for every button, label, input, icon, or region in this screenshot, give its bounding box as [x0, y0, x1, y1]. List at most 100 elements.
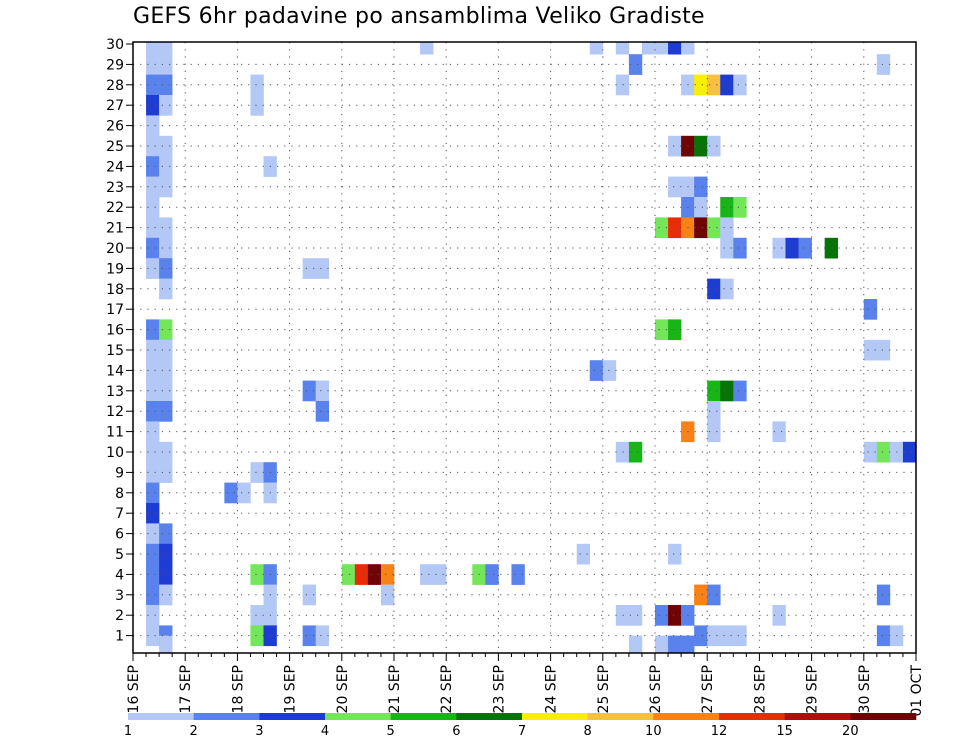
- heat-cell: [720, 237, 734, 259]
- heat-cell: [433, 564, 447, 585]
- y-tick-label: 13: [106, 384, 124, 400]
- heat-cell: [694, 217, 708, 239]
- colorbar-swatch: [325, 713, 391, 720]
- colorbar-label: 8: [584, 724, 592, 739]
- heat-cell: [159, 278, 173, 300]
- heat-cell: [655, 42, 669, 55]
- colorbar-label: 1: [124, 724, 132, 739]
- heat-cell: [146, 176, 160, 198]
- heat-cell: [302, 625, 316, 647]
- heat-cell: [733, 74, 747, 96]
- heat-cell: [250, 625, 264, 647]
- heat-cell: [733, 237, 747, 259]
- x-tick-label: 26 SEP: [648, 665, 664, 713]
- y-tick-label: 11: [106, 425, 124, 441]
- heat-cell: [876, 54, 891, 75]
- colorbar-swatch: [719, 713, 785, 720]
- heat-cell: [146, 441, 160, 463]
- colorbar-label: 15: [776, 724, 793, 739]
- x-tick-label: 23 SEP: [491, 665, 507, 713]
- heat-cell: [302, 584, 316, 606]
- heat-cell: [681, 635, 695, 654]
- heat-cell: [668, 543, 682, 565]
- x-tick-label: 19 SEP: [283, 665, 299, 713]
- heat-cell: [159, 401, 173, 422]
- y-tick-label: 3: [115, 588, 124, 604]
- heat-cell: [902, 441, 917, 463]
- x-tick-label: 30 SEP: [857, 665, 873, 713]
- heat-cell: [863, 299, 878, 320]
- y-tick-label: 15: [106, 343, 124, 359]
- x-tick-label: 21 SEP: [387, 665, 403, 713]
- x-tick-label: 22 SEP: [439, 665, 455, 713]
- x-tick-label: 24 SEP: [544, 665, 560, 713]
- colorbar-label: 3: [255, 724, 263, 739]
- heat-cell: [733, 197, 747, 218]
- heat-cell: [159, 176, 173, 198]
- y-tick-label: 7: [115, 506, 124, 522]
- x-axis: 16 SEP 17 SEP 18 SEP 19 SEP 20 SEP 21 SEP 22 S…: [126, 653, 925, 717]
- heat-cell: [720, 278, 734, 300]
- heat-cell: [146, 197, 160, 218]
- heat-cell: [146, 625, 160, 647]
- heat-cell: [420, 564, 434, 585]
- colorbar-swatch: [259, 713, 326, 720]
- colorbar-swatch: [784, 713, 851, 720]
- heat-cell: [641, 42, 656, 55]
- y-tick-label: 24: [106, 159, 124, 175]
- colorbar-label: 12: [711, 724, 728, 739]
- heat-cell: [707, 380, 721, 402]
- grid-layer: [133, 42, 916, 653]
- heat-cell: [159, 339, 173, 361]
- colorbar-swatch: [587, 713, 654, 720]
- heat-cell: [146, 156, 160, 177]
- colorbar-label: 4: [321, 724, 329, 739]
- x-tick-label: 27 SEP: [700, 665, 716, 713]
- y-tick-label: 8: [115, 486, 124, 502]
- heat-cell: [159, 441, 173, 463]
- colorbar-label: 6: [452, 724, 460, 739]
- heat-cell: [146, 319, 160, 341]
- y-tick-label: 9: [115, 465, 124, 481]
- x-tick-label: 28 SEP: [752, 665, 768, 713]
- heat-cell: [863, 441, 878, 463]
- colorbar-swatch: [390, 713, 457, 720]
- cells-layer: [146, 42, 917, 654]
- heat-cell: [655, 635, 669, 654]
- heat-cell: [159, 42, 173, 55]
- heat-cell: [668, 135, 682, 157]
- heat-cell: [876, 339, 891, 361]
- heat-cell: [302, 258, 316, 279]
- heat-cell: [589, 42, 604, 55]
- y-tick-label: 6: [115, 527, 124, 543]
- heat-cell: [146, 523, 160, 545]
- heat-cell: [694, 197, 708, 218]
- heat-cell: [707, 217, 721, 239]
- heat-cell: [224, 482, 238, 504]
- heat-cell: [146, 258, 160, 279]
- colorbar-swatch: [193, 713, 260, 720]
- heat-cell: [146, 401, 160, 422]
- y-tick-label: 12: [106, 404, 124, 420]
- heat-cell: [159, 74, 173, 96]
- y-tick-label: 23: [106, 180, 124, 196]
- heat-cell: [250, 564, 264, 585]
- heat-cell: [707, 401, 721, 422]
- colorbar-label: 2: [190, 724, 198, 739]
- heat-cell: [707, 584, 721, 606]
- heat-cell: [707, 625, 721, 647]
- y-tick-label: 14: [106, 363, 124, 379]
- heat-cell: [720, 380, 734, 402]
- heat-cell: [146, 115, 160, 137]
- heat-cell: [146, 217, 160, 239]
- heat-cell: [146, 564, 160, 585]
- heat-cell: [707, 421, 721, 443]
- heat-cell: [733, 625, 747, 647]
- heat-cell: [668, 176, 682, 198]
- heat-cell: [146, 462, 160, 483]
- heat-cell: [876, 625, 891, 647]
- heat-cell: [668, 635, 682, 654]
- y-tick-label: 20: [106, 241, 124, 257]
- heat-cell: [694, 74, 708, 96]
- heat-cell: [159, 584, 173, 606]
